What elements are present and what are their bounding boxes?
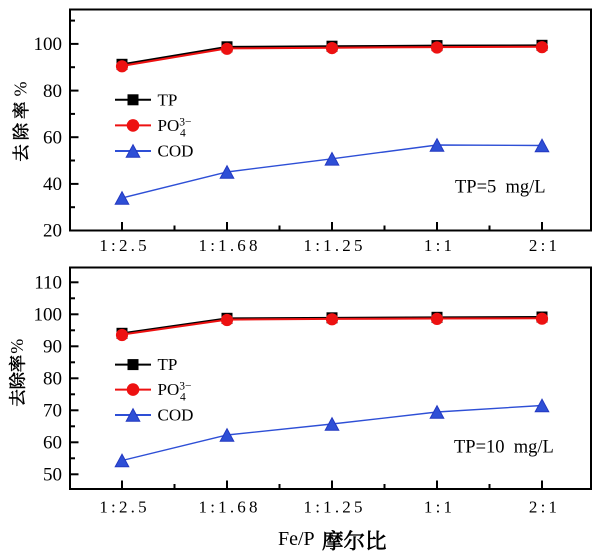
svg-text:TP=5 mg/L: TP=5 mg/L — [455, 178, 546, 198]
svg-text:80: 80 — [43, 81, 62, 102]
svg-text:1:1.68: 1:1.68 — [199, 498, 261, 517]
svg-text:1:2.5: 1:2.5 — [99, 236, 149, 255]
svg-text:TP: TP — [158, 90, 178, 109]
svg-text:1:2.5: 1:2.5 — [99, 498, 149, 517]
svg-text:100: 100 — [34, 34, 63, 55]
svg-text:110: 110 — [34, 273, 62, 294]
svg-text:2:1: 2:1 — [529, 236, 560, 255]
svg-text:80: 80 — [43, 369, 62, 390]
svg-text:1:1: 1:1 — [424, 498, 455, 517]
svg-text:TP: TP — [158, 355, 178, 374]
svg-text:PO3−4: PO3− 4 — [158, 380, 192, 404]
svg-text:2:1: 2:1 — [529, 498, 560, 517]
svg-text:60: 60 — [43, 433, 62, 454]
svg-text:%: % — [11, 82, 31, 97]
svg-text:%: % — [7, 339, 27, 354]
svg-text:1:1: 1:1 — [424, 236, 455, 255]
svg-text:20: 20 — [43, 221, 62, 242]
svg-text:1:1.25: 1:1.25 — [304, 498, 366, 517]
svg-text:COD: COD — [158, 142, 194, 161]
svg-text:Fe/P: Fe/P — [278, 528, 315, 550]
svg-text:60: 60 — [43, 127, 62, 148]
svg-text:PO3−4: PO3− 4 — [158, 116, 192, 140]
svg-text:1:1.25: 1:1.25 — [304, 236, 366, 255]
svg-text:90: 90 — [43, 337, 62, 358]
svg-text:100: 100 — [34, 305, 63, 326]
svg-text:70: 70 — [43, 401, 62, 422]
svg-text:50: 50 — [43, 465, 62, 486]
svg-text:COD: COD — [158, 406, 194, 425]
svg-text:40: 40 — [43, 174, 62, 195]
svg-text:1:1.68: 1:1.68 — [199, 236, 261, 255]
svg-text:TP=10 mg/L: TP=10 mg/L — [454, 438, 554, 458]
